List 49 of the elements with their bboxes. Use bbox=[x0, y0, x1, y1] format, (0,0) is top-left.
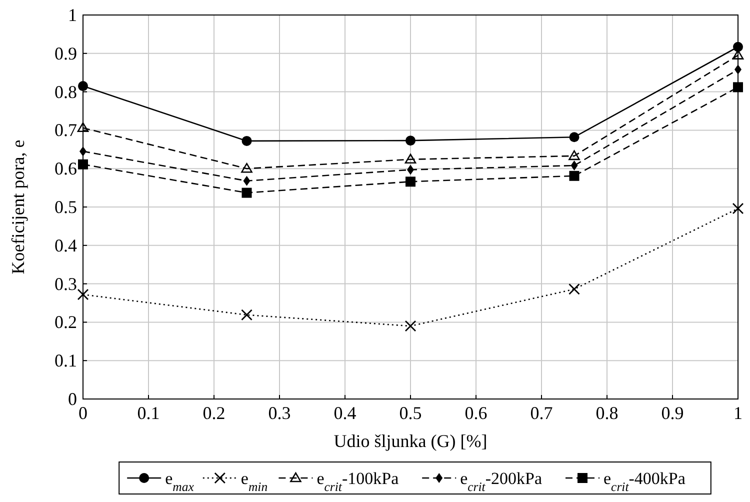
point bbox=[570, 160, 578, 171]
point bbox=[568, 283, 580, 295]
point bbox=[406, 136, 416, 146]
y-tick-label: 0.3 bbox=[54, 274, 77, 294]
x-tick-label: 0.3 bbox=[268, 403, 291, 423]
point bbox=[241, 162, 252, 173]
point bbox=[569, 170, 580, 181]
x-tick-label: 0.6 bbox=[464, 403, 488, 423]
point bbox=[78, 81, 88, 92]
point bbox=[242, 136, 252, 146]
y-tick-label: 0 bbox=[68, 389, 77, 409]
point bbox=[241, 309, 252, 321]
legend-label: e$_{crit}$-400kPa bbox=[604, 469, 686, 494]
y-tick-label: 0.8 bbox=[54, 82, 77, 102]
point bbox=[406, 176, 416, 187]
point bbox=[77, 122, 89, 132]
point bbox=[404, 320, 416, 332]
point bbox=[733, 82, 743, 92]
point bbox=[78, 159, 88, 170]
x-tick-label: 0.1 bbox=[137, 403, 160, 423]
y-tick-label: 0.4 bbox=[54, 235, 77, 256]
y-tick-label: 0.1 bbox=[54, 350, 77, 371]
x-tick-label: 0.7 bbox=[530, 403, 553, 423]
x-tick-label: 0.2 bbox=[202, 403, 226, 423]
x-tick-label: 0.9 bbox=[661, 403, 684, 423]
point bbox=[77, 288, 89, 300]
point bbox=[568, 150, 580, 160]
y-tick-label: 0.6 bbox=[54, 158, 77, 179]
y-tick-label: 0.7 bbox=[54, 120, 77, 140]
x-tick-label: 0.4 bbox=[334, 403, 356, 423]
y-axis-title: Koeficijent pora, e bbox=[8, 140, 28, 274]
y-tick-label: 0.9 bbox=[54, 43, 77, 64]
x-tick-label: 0.5 bbox=[399, 403, 422, 423]
legend-label: e$_{crit}$-100kPa bbox=[316, 469, 400, 494]
legend-label: e$_{max}$ bbox=[165, 469, 194, 494]
point bbox=[404, 154, 416, 164]
point bbox=[242, 188, 252, 198]
x-tick-label: 1 bbox=[734, 403, 742, 423]
y-tick-label: 0.5 bbox=[54, 197, 77, 217]
y-tick-label: 1 bbox=[68, 5, 77, 25]
y-tick-label: 0.2 bbox=[54, 312, 77, 332]
point bbox=[733, 42, 743, 52]
x-axis-title: Udio šljunka (G) [%] bbox=[334, 431, 488, 451]
point bbox=[243, 176, 250, 186]
point bbox=[569, 132, 580, 142]
point bbox=[732, 202, 744, 214]
legend-label: e$_{crit}$-200kPa bbox=[460, 469, 542, 494]
x-tick-label: 0.8 bbox=[596, 403, 618, 423]
legend-label: e$_{min}$ bbox=[240, 469, 268, 494]
